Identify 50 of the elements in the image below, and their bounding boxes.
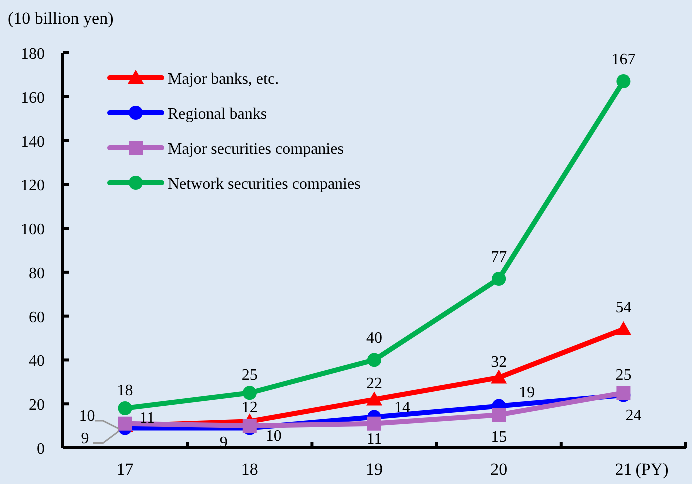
data-label: 54	[616, 300, 632, 316]
point	[491, 370, 508, 384]
point	[616, 74, 631, 89]
y-tick-label: 20	[29, 397, 45, 414]
data-label: 24	[626, 407, 642, 424]
x-tick-label: 18	[241, 460, 258, 479]
y-tick-label: 80	[29, 265, 45, 282]
legend-label: Major banks, etc.	[168, 71, 280, 88]
data-label: 12	[242, 400, 258, 417]
data-label: 167	[612, 52, 636, 69]
point	[368, 416, 382, 431]
data-label: 15	[491, 429, 508, 446]
x-tick-label: 21	[615, 460, 632, 479]
legend-label: Regional banks	[168, 106, 268, 123]
y-tick-label: 180	[21, 46, 45, 63]
legend-label: Network securities companies	[168, 176, 361, 193]
data-label: 11	[366, 430, 382, 448]
data-label: 10	[266, 428, 282, 446]
point	[492, 408, 506, 422]
data-label: 10	[79, 408, 96, 426]
data-label: 22	[366, 376, 382, 393]
y-tick-label: 60	[29, 309, 45, 326]
x-axis-title: (PY)	[636, 460, 669, 479]
x-tick-label: 20	[490, 460, 508, 479]
data-label: 14	[394, 399, 410, 416]
legend-label: Major securities companies	[168, 141, 344, 158]
y-tick-label: 0	[37, 441, 45, 458]
data-label: 25	[242, 367, 258, 384]
x-tick-label: 19	[366, 460, 383, 479]
point	[242, 386, 257, 400]
data-label: 9	[81, 430, 90, 448]
data-label: 19	[519, 384, 536, 402]
data-label: 40	[366, 330, 382, 348]
y-tick-label: 140	[21, 134, 45, 151]
data-label: 11	[140, 410, 156, 427]
point	[366, 392, 382, 406]
y-axis-title: (10 billion yen)	[8, 9, 114, 28]
point	[368, 353, 382, 368]
y-tick-label: 100	[21, 222, 45, 239]
data-label: 25	[616, 367, 632, 384]
point	[118, 402, 132, 416]
x-tick-label: 17	[116, 460, 134, 479]
data-label: 18	[117, 382, 134, 400]
data-label: 32	[491, 354, 508, 371]
point	[616, 322, 632, 336]
y-tick-label: 160	[21, 90, 45, 107]
point	[492, 272, 506, 286]
y-tick-label: 40	[29, 353, 45, 370]
data-label: 77	[491, 249, 508, 266]
y-tick-label: 120	[21, 178, 45, 195]
